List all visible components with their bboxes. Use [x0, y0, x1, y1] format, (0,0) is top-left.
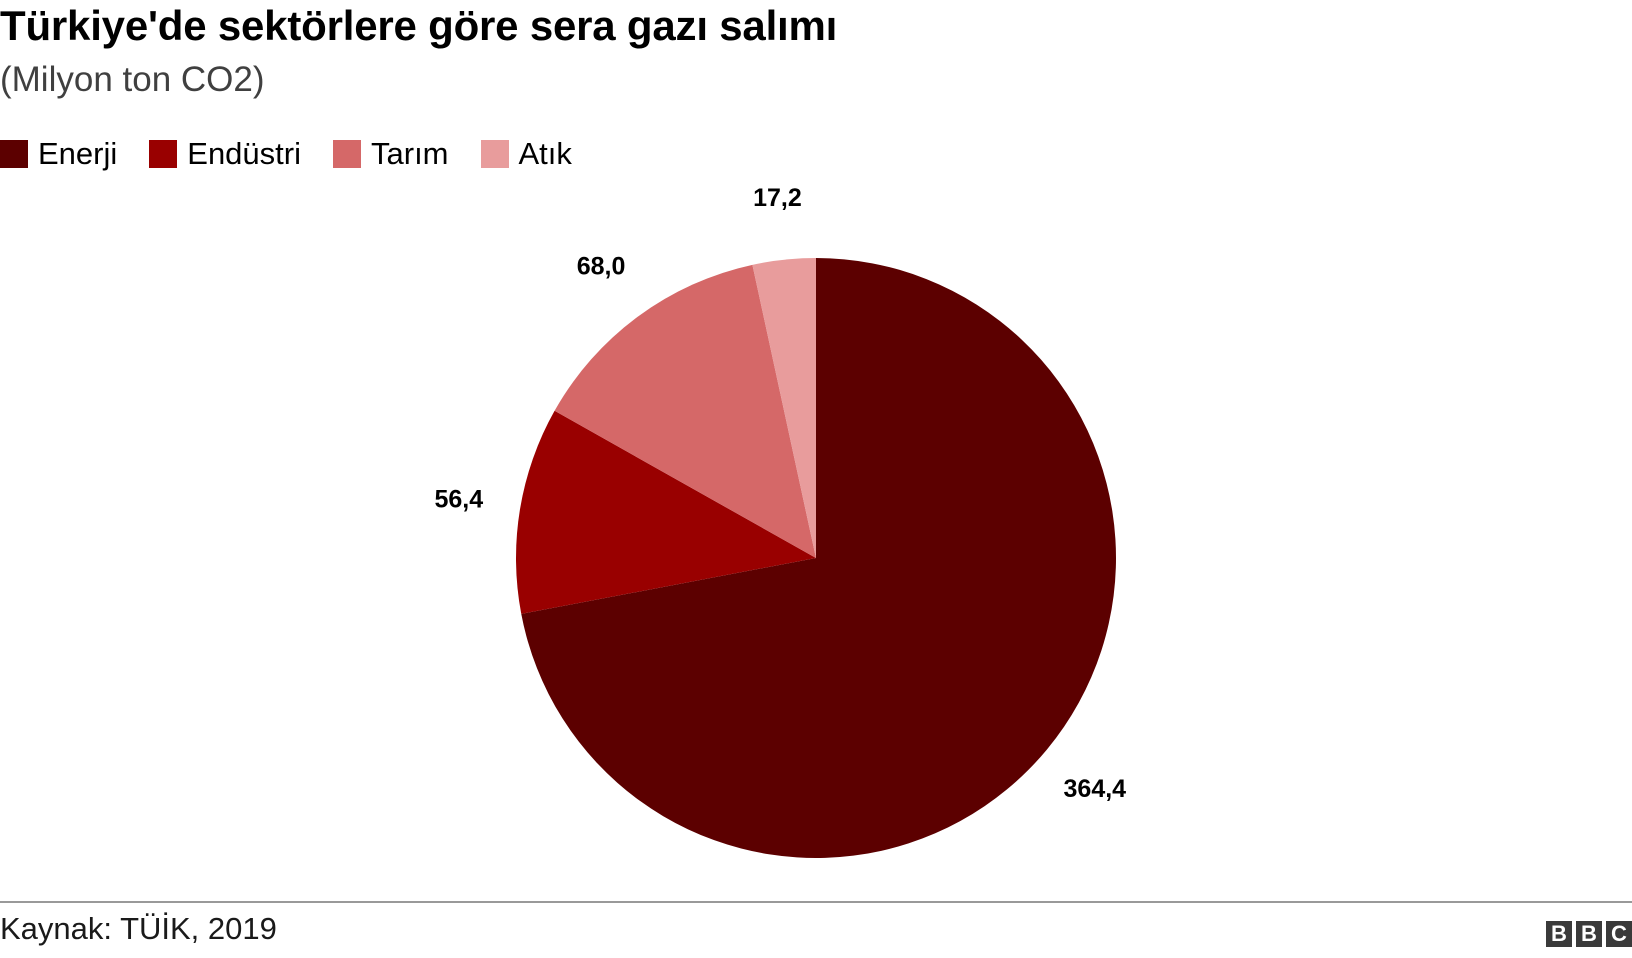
bbc-logo: B B C: [1542, 921, 1632, 947]
legend-swatch-atik: [480, 140, 509, 168]
pie-slice-endustri: [516, 410, 816, 614]
legend-label-tarim: Tarım: [371, 136, 449, 171]
legend-item-endustri: Endüstri: [149, 136, 301, 172]
data-label-atik: 17,2: [753, 184, 802, 212]
legend-swatch-enerji: [0, 140, 28, 168]
legend-item-enerji: Enerji: [0, 136, 117, 172]
bbc-logo-letter: C: [1606, 921, 1632, 947]
legend-label-endustri: Endüstri: [187, 136, 301, 171]
bbc-logo-letter: B: [1546, 921, 1572, 947]
pie-slice-atik: [752, 258, 816, 558]
chart-title: Türkiye'de sektörlere göre sera gazı sal…: [0, 2, 838, 49]
legend-label-enerji: Enerji: [38, 136, 118, 171]
footer-divider: [0, 901, 1632, 903]
pie-data-labels: 364,4 56,4 68,0 17,2: [434, 184, 1126, 803]
legend-swatch-endustri: [149, 140, 178, 168]
legend-item-tarim: Tarım: [333, 136, 449, 172]
bbc-logo-letter: B: [1576, 921, 1602, 947]
legend-swatch-tarim: [333, 140, 361, 168]
legend-label-atik: Atık: [518, 136, 572, 171]
data-label-endustri: 56,4: [434, 485, 483, 513]
pie-slice-enerji: [521, 258, 1117, 858]
pie-slices: [516, 258, 1117, 858]
pie-slice-tarim: [554, 264, 816, 558]
source-note: Kaynak: TÜİK, 2019: [0, 911, 277, 946]
data-label-tarim: 68,0: [577, 253, 626, 281]
legend-item-atik: Atık: [480, 136, 572, 172]
legend: Enerji Endüstri Tarım Atık: [0, 134, 604, 174]
data-label-enerji: 364,4: [1064, 775, 1127, 803]
chart-subtitle: (Milyon ton CO2): [0, 60, 265, 99]
